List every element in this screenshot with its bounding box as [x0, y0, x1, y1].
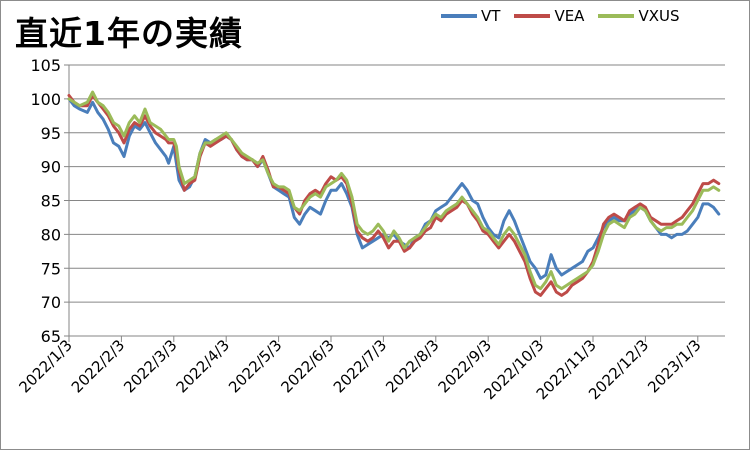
legend-swatch-vt — [441, 14, 477, 18]
x-tick-label-5: 2022/6/3 — [277, 336, 337, 396]
series-line-vxus — [67, 90, 721, 291]
legend-label-vxus: VXUS — [638, 7, 680, 25]
y-tick-label-65: 65 — [41, 327, 61, 346]
legend-swatch-vea — [514, 14, 551, 18]
legend: VT VEA VXUS — [441, 7, 693, 25]
legend-item-vxus: VXUS — [598, 7, 679, 25]
legend-item-vt: VT — [441, 7, 500, 25]
x-tick-label-3: 2022/4/3 — [173, 336, 233, 396]
y-tick-label-95: 95 — [41, 124, 61, 143]
x-tick-label-6: 2022/7/3 — [330, 336, 390, 396]
y-tick-label-100: 100 — [30, 90, 61, 109]
legend-label-vt: VT — [481, 7, 501, 25]
series-line-vea — [67, 94, 721, 297]
legend-label-vea: VEA — [554, 7, 585, 25]
x-tick-label-4: 2022/5/3 — [225, 336, 285, 396]
y-tick-label-80: 80 — [41, 225, 61, 244]
y-tick-label-85: 85 — [41, 192, 61, 211]
x-tick-label-12: 2023/1/3 — [644, 336, 704, 396]
legend-item-vea: VEA — [514, 7, 584, 25]
chart-title: 直近1年の実績 — [15, 14, 243, 53]
x-tick-label-7: 2022/8/3 — [382, 336, 442, 396]
y-tick-label-105: 105 — [30, 56, 61, 75]
series-line-vt — [67, 97, 721, 280]
y-tick-label-75: 75 — [41, 259, 61, 278]
x-tick-label-2: 2022/3/3 — [120, 336, 180, 396]
legend-swatch-vxus — [598, 14, 635, 18]
x-tick-label-1: 2022/2/3 — [68, 336, 128, 396]
y-tick-label-90: 90 — [41, 158, 61, 177]
y-tick-label-70: 70 — [41, 293, 61, 312]
